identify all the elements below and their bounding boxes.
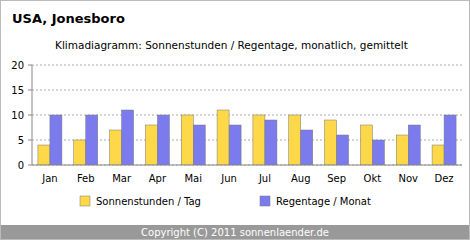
bar xyxy=(217,110,229,165)
bar xyxy=(38,145,50,165)
category-label: Nov xyxy=(398,173,418,184)
category-label: Mai xyxy=(184,173,202,184)
bar xyxy=(253,115,265,165)
bar xyxy=(122,110,134,165)
bar xyxy=(74,140,86,165)
legend-label: Sonnenstunden / Tag xyxy=(96,196,201,207)
bar xyxy=(360,125,372,165)
bar xyxy=(289,115,301,165)
legend-label: Regentage / Monat xyxy=(276,196,371,207)
category-label: Jul xyxy=(258,173,271,184)
bar xyxy=(372,140,384,165)
bar xyxy=(432,145,444,165)
tick xyxy=(28,165,32,166)
bar xyxy=(193,125,205,165)
category-label: Sep xyxy=(327,173,346,184)
bar xyxy=(396,135,408,165)
tick xyxy=(28,90,32,91)
x-axis xyxy=(32,165,462,166)
bar xyxy=(229,125,241,165)
plot-area xyxy=(32,65,462,165)
bar xyxy=(444,115,456,165)
title: USA, Jonesboro xyxy=(12,11,125,26)
bar xyxy=(86,115,98,165)
bar xyxy=(145,125,157,165)
tick xyxy=(28,140,32,141)
bar xyxy=(50,115,62,165)
tick-label: 5 xyxy=(18,135,24,146)
bar xyxy=(301,130,313,165)
category-label: Apr xyxy=(149,173,167,184)
grid-line xyxy=(32,65,462,66)
bars xyxy=(38,110,456,165)
category-label: Jun xyxy=(220,173,237,184)
subtitle: Klimadiagramm: Sonnenstunden / Regentage… xyxy=(55,39,408,51)
bar xyxy=(157,115,169,165)
category-label: Aug xyxy=(291,173,311,184)
tick xyxy=(28,115,32,116)
background xyxy=(1,1,470,240)
category-label: Mar xyxy=(112,173,132,184)
bar xyxy=(408,125,420,165)
footer-bar xyxy=(1,225,469,239)
bar xyxy=(265,120,277,165)
category-label: Feb xyxy=(77,173,95,184)
bar xyxy=(181,115,193,165)
tick-label: 10 xyxy=(11,110,24,121)
category-label: Okt xyxy=(364,173,382,184)
tick-label: 20 xyxy=(11,60,24,71)
grid-line xyxy=(32,90,462,91)
bar xyxy=(337,135,349,165)
tick-label: 0 xyxy=(18,160,24,171)
chart: USA, Jonesboro Klimadiagramm: Sonnenstund… xyxy=(0,0,470,240)
legend-swatch xyxy=(80,196,90,206)
category-label: Jan xyxy=(41,173,57,184)
y-axis xyxy=(32,65,33,165)
tick xyxy=(28,65,32,66)
legend-swatch xyxy=(260,196,270,206)
category-label: Dez xyxy=(435,173,454,184)
bar xyxy=(325,120,337,165)
bar xyxy=(110,130,122,165)
tick-label: 15 xyxy=(11,85,24,96)
footer: Copyright (C) 2011 sonnenlaender.de xyxy=(141,227,329,238)
grid-line xyxy=(32,165,462,166)
